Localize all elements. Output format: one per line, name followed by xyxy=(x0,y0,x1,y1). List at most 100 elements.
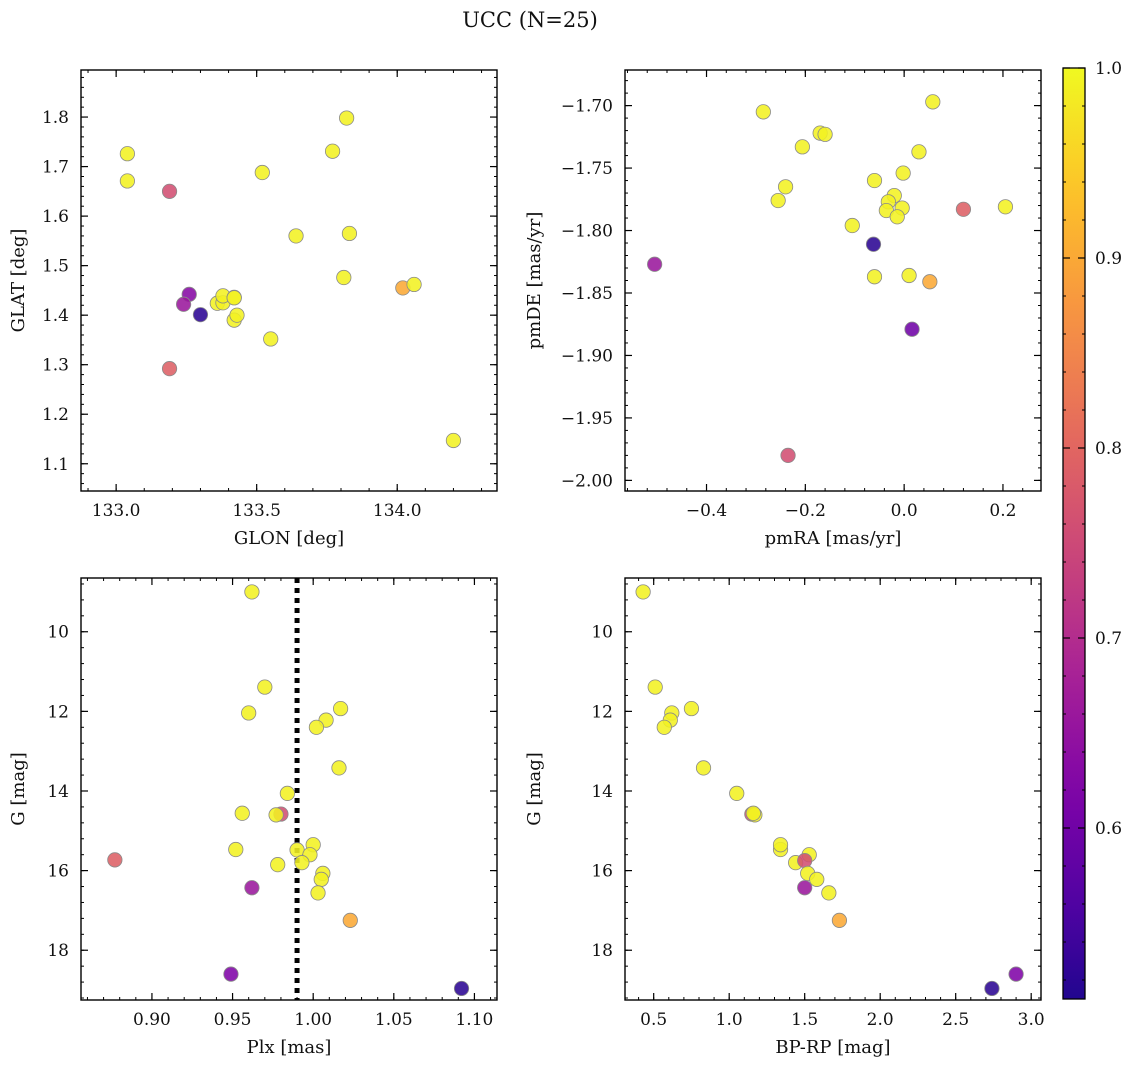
data-point xyxy=(119,173,135,189)
data-point xyxy=(647,256,663,272)
colorbar-tick-label: 0.8 xyxy=(1095,439,1122,459)
data-point xyxy=(289,842,305,858)
data-point xyxy=(797,853,813,869)
colorbar-gradient xyxy=(1063,68,1085,999)
data-point xyxy=(161,183,178,199)
data-point xyxy=(831,912,848,928)
data-point xyxy=(107,852,123,868)
data-point xyxy=(226,290,242,306)
data-point xyxy=(234,805,250,821)
data-point xyxy=(1008,966,1024,982)
x-tick-label: 1.10 xyxy=(455,1010,493,1030)
y-tick-label: 10 xyxy=(47,623,69,643)
data-point xyxy=(228,841,244,858)
y-tick-label: 14 xyxy=(591,782,613,802)
y-tick-label: −1.75 xyxy=(561,159,613,179)
data-point xyxy=(895,165,911,181)
x-tick-label: 1.05 xyxy=(375,1010,413,1030)
data-point xyxy=(119,146,135,162)
x-tick-label: −0.4 xyxy=(686,501,727,521)
data-point xyxy=(683,700,700,717)
data-point xyxy=(809,871,825,887)
y-tick-label: −1.85 xyxy=(561,284,613,304)
y-tick-label: −1.80 xyxy=(561,222,613,242)
data-point xyxy=(755,104,771,120)
data-point xyxy=(254,164,270,181)
panel-3: 0.90 0.95 1.00 1.05 1.10 10 12 14 16 18 Plx [mas] G… xyxy=(8,577,498,1058)
data-point xyxy=(635,584,651,600)
data-point xyxy=(821,885,837,901)
y-tick-label: 14 xyxy=(47,782,69,802)
x-tick-label: 0.0 xyxy=(891,501,918,521)
data-point xyxy=(925,94,941,110)
y-tick-label: 18 xyxy=(47,941,69,961)
y-tick-label: 12 xyxy=(591,702,613,722)
data-point xyxy=(331,760,347,776)
data-point xyxy=(324,143,341,159)
data-point xyxy=(647,679,663,695)
data-point xyxy=(911,144,927,160)
y-tick-label: 1.3 xyxy=(42,356,69,376)
data-points xyxy=(647,94,1014,463)
data-point xyxy=(866,172,883,189)
data-point xyxy=(294,855,310,871)
panel-1: 133.0 133.5 134.0 1.1 1.2 1.3 1.4 1.5 1.6 1.7 1.8 G… xyxy=(8,69,498,549)
x-tick-label: 1.5 xyxy=(791,1010,818,1030)
data-point xyxy=(866,269,883,285)
panel-frame xyxy=(624,69,1042,492)
data-points xyxy=(635,584,1024,997)
data-point xyxy=(656,719,672,735)
x-tick-label: 1.0 xyxy=(716,1010,743,1030)
data-point xyxy=(745,805,761,821)
y-axis-label: GLAT [deg] xyxy=(8,229,29,333)
data-point xyxy=(175,296,192,312)
colorbar-tick-label: 0.7 xyxy=(1095,629,1122,649)
data-point xyxy=(270,857,286,873)
colorbar-tick-label: 1.0 xyxy=(1095,59,1122,79)
panel-frame xyxy=(80,577,498,1001)
panel-frame xyxy=(624,577,1042,1001)
y-tick-label: 16 xyxy=(47,862,69,882)
y-tick-label: 1.5 xyxy=(42,257,69,277)
data-point xyxy=(229,307,245,323)
major-ticks xyxy=(625,578,1041,1000)
data-point xyxy=(445,432,462,449)
data-point xyxy=(288,228,304,244)
x-tick-label: 2.5 xyxy=(942,1010,969,1030)
y-tick-label: 1.6 xyxy=(42,207,69,227)
major-ticks xyxy=(81,578,497,1000)
x-tick-label: 133.5 xyxy=(232,501,281,521)
data-point xyxy=(780,447,796,463)
data-point xyxy=(904,321,920,337)
y-axis-label: pmDE [mas/yr] xyxy=(524,212,545,350)
data-point xyxy=(339,110,355,126)
x-tick-label: 1.00 xyxy=(294,1010,332,1030)
x-tick-label: 134.0 xyxy=(373,501,422,521)
data-point xyxy=(453,980,470,997)
data-point xyxy=(342,912,358,928)
data-points xyxy=(107,584,470,997)
figure-title: UCC (N=25) xyxy=(462,8,598,32)
y-tick-label: −2.00 xyxy=(561,471,613,491)
data-point xyxy=(865,236,882,252)
data-point xyxy=(772,837,789,853)
data-point xyxy=(244,880,260,896)
colorbar-ticks xyxy=(1063,67,1085,981)
y-tick-label: −1.95 xyxy=(561,409,613,429)
x-tick-label: 0.95 xyxy=(214,1010,252,1030)
y-tick-label: 1.8 xyxy=(42,108,69,128)
colorbar-tick-label: 0.6 xyxy=(1095,819,1122,839)
minor-ticks xyxy=(625,578,1041,1000)
y-tick-label: 1.1 xyxy=(42,455,69,475)
data-point xyxy=(310,885,326,901)
x-axis-label: GLON [deg] xyxy=(234,528,344,549)
x-axis-label: Plx [mas] xyxy=(247,1037,332,1058)
minor-ticks xyxy=(81,70,497,491)
y-tick-label: 12 xyxy=(47,702,69,722)
y-tick-label: −1.90 xyxy=(561,346,613,366)
panel-2: −0.4 −0.2 0.0 0.2 −2.00 −1.95 −1.90 −1.85 −1.80 −… xyxy=(524,69,1042,549)
data-point xyxy=(161,361,178,377)
x-tick-label: 0.2 xyxy=(989,501,1016,521)
data-point xyxy=(268,807,284,823)
data-point xyxy=(336,269,352,286)
